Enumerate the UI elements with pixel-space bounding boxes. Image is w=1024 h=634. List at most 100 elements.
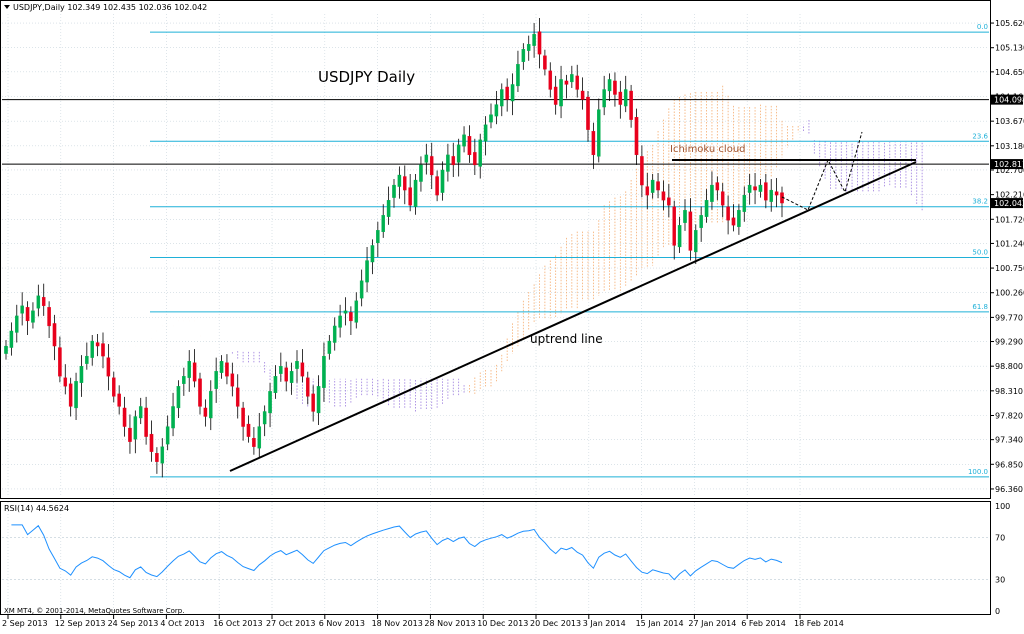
candle: [607, 79, 612, 92]
candle: [106, 357, 111, 377]
price-label-box: [991, 159, 1023, 170]
candle: [332, 325, 337, 343]
y-tick-label: 99.770: [995, 313, 1023, 322]
candle: [52, 323, 57, 347]
candle: [31, 310, 35, 323]
candle: [365, 260, 369, 283]
fib-label: 61.8: [972, 303, 988, 311]
x-tick-label: 6 Nov 2013: [319, 619, 365, 628]
candle: [435, 176, 439, 196]
fib-label: 38.2: [972, 198, 988, 206]
x-tick-label: 4 Oct 2013: [160, 619, 204, 628]
candle: [424, 154, 429, 163]
candle: [376, 230, 380, 244]
y-tick-label: 101.240: [995, 239, 1024, 248]
candle: [300, 362, 305, 377]
price-axis: 105.620105.130104.650104.160103.670103.1…: [990, 19, 1024, 494]
y-tick-label: 98.310: [995, 387, 1023, 396]
candle: [419, 164, 423, 182]
candle: [710, 184, 714, 202]
candle: [117, 393, 121, 407]
candle: [440, 169, 445, 193]
candle: [359, 280, 364, 299]
uptrend-line: [229, 161, 917, 472]
candle: [715, 182, 720, 191]
candle: [192, 362, 197, 382]
candle: [403, 176, 407, 191]
candle: [306, 377, 310, 397]
x-tick-label: 6 Feb 2014: [741, 619, 786, 628]
candle: [160, 446, 165, 464]
y-tick-label: 101.720: [995, 215, 1024, 224]
candle: [521, 49, 526, 62]
candle: [634, 116, 639, 156]
rsi-level-label: 100: [995, 502, 1010, 511]
y-tick-label: 96.360: [995, 485, 1023, 494]
y-tick-label: 96.850: [995, 460, 1023, 469]
candle: [537, 31, 542, 55]
candle: [257, 426, 262, 449]
rsi-label: RSI(14) 44.5624: [4, 504, 69, 513]
candle: [489, 114, 493, 123]
candle: [311, 393, 315, 412]
x-tick-label: 20 Dec 2013: [530, 619, 581, 628]
candle: [446, 154, 450, 172]
candle: [720, 191, 725, 206]
rsi-level-label: 0: [995, 607, 1000, 616]
candle: [63, 377, 68, 387]
candle: [268, 391, 272, 414]
candle: [155, 453, 159, 462]
x-tick-label: 18 Nov 2013: [372, 619, 423, 628]
candle: [112, 377, 116, 397]
candle: [354, 300, 359, 323]
menu-triangle-icon[interactable]: [4, 5, 10, 9]
candle: [79, 366, 84, 383]
candle: [478, 139, 482, 167]
y-tick-label: 98.800: [995, 362, 1023, 371]
candle: [564, 80, 569, 85]
candle: [764, 182, 768, 201]
y-tick-label: 100.260: [995, 289, 1024, 298]
grid: [2, 14, 989, 614]
candle: [516, 64, 520, 87]
candle: [726, 206, 730, 221]
candle: [613, 80, 617, 95]
candle: [456, 144, 461, 163]
candle: [252, 437, 256, 447]
candle: [273, 376, 278, 394]
candle: [623, 89, 628, 107]
cloud-label: Ichimoku cloud: [670, 144, 746, 155]
candle: [392, 184, 396, 198]
price-label-box: [991, 198, 1023, 209]
price-panel-frame: [0, 0, 991, 499]
candle: [510, 84, 515, 102]
candle: [704, 200, 709, 217]
candle: [473, 152, 477, 166]
candle: [25, 307, 30, 322]
candle: [758, 184, 763, 192]
candle: [661, 191, 666, 201]
x-tick-label: 3 Jan 2014: [583, 619, 626, 628]
candle: [343, 310, 348, 314]
candle: [462, 134, 466, 147]
x-tick-label: 15 Jan 2014: [636, 619, 684, 628]
candle: [182, 376, 186, 384]
candle: [731, 217, 736, 226]
candle: [138, 406, 143, 419]
x-tick-label: 12 Sep 2013: [55, 619, 106, 628]
rsi-panel-frame: [0, 501, 991, 615]
candle: [85, 355, 89, 364]
candle: [187, 361, 191, 378]
candle: [640, 156, 644, 186]
candle: [774, 191, 779, 196]
x-tick-label: 28 Nov 2013: [424, 619, 475, 628]
candle: [165, 426, 170, 445]
candle: [381, 215, 385, 233]
candle: [316, 386, 321, 414]
candle: [171, 406, 175, 429]
candle: [230, 373, 235, 387]
fib-label: 100.0: [968, 468, 988, 476]
y-tick-label: 97.820: [995, 411, 1023, 420]
x-tick-label: 18 Feb 2014: [794, 619, 844, 628]
candle: [15, 315, 19, 333]
